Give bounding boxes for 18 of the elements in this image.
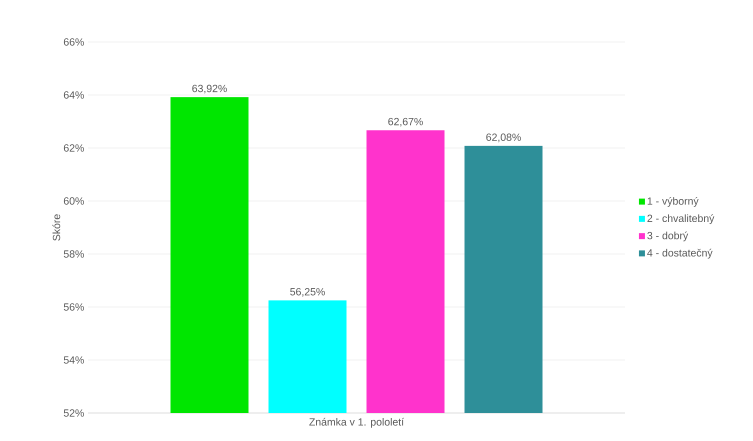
data-label: 56,25%	[290, 288, 325, 297]
legend-label: 3 - dobrý	[647, 231, 688, 242]
y-axis-title: Skóre	[52, 214, 60, 241]
data-label: 62,67%	[388, 118, 423, 127]
y-tick-label: 56%	[64, 303, 84, 311]
y-tick-label: 58%	[64, 250, 84, 258]
legend-label: 4 - dostatečný	[647, 248, 713, 259]
y-tick-label: 54%	[64, 356, 84, 364]
legend-label: 2 - chvalitebný	[647, 214, 714, 224]
y-tick-label: 66%	[64, 38, 84, 46]
y-tick-label: 52%	[64, 409, 84, 417]
y-tick-label: 62%	[64, 144, 84, 152]
y-tick-label: 60%	[64, 197, 84, 205]
x-axis-title: Známka v 1. pololetí	[309, 418, 404, 428]
legend-label: 1 - výborný	[648, 196, 699, 207]
y-tick-label: 64%	[64, 91, 84, 99]
data-label: 62,08%	[486, 134, 521, 142]
data-label: 63,92%	[192, 84, 227, 94]
